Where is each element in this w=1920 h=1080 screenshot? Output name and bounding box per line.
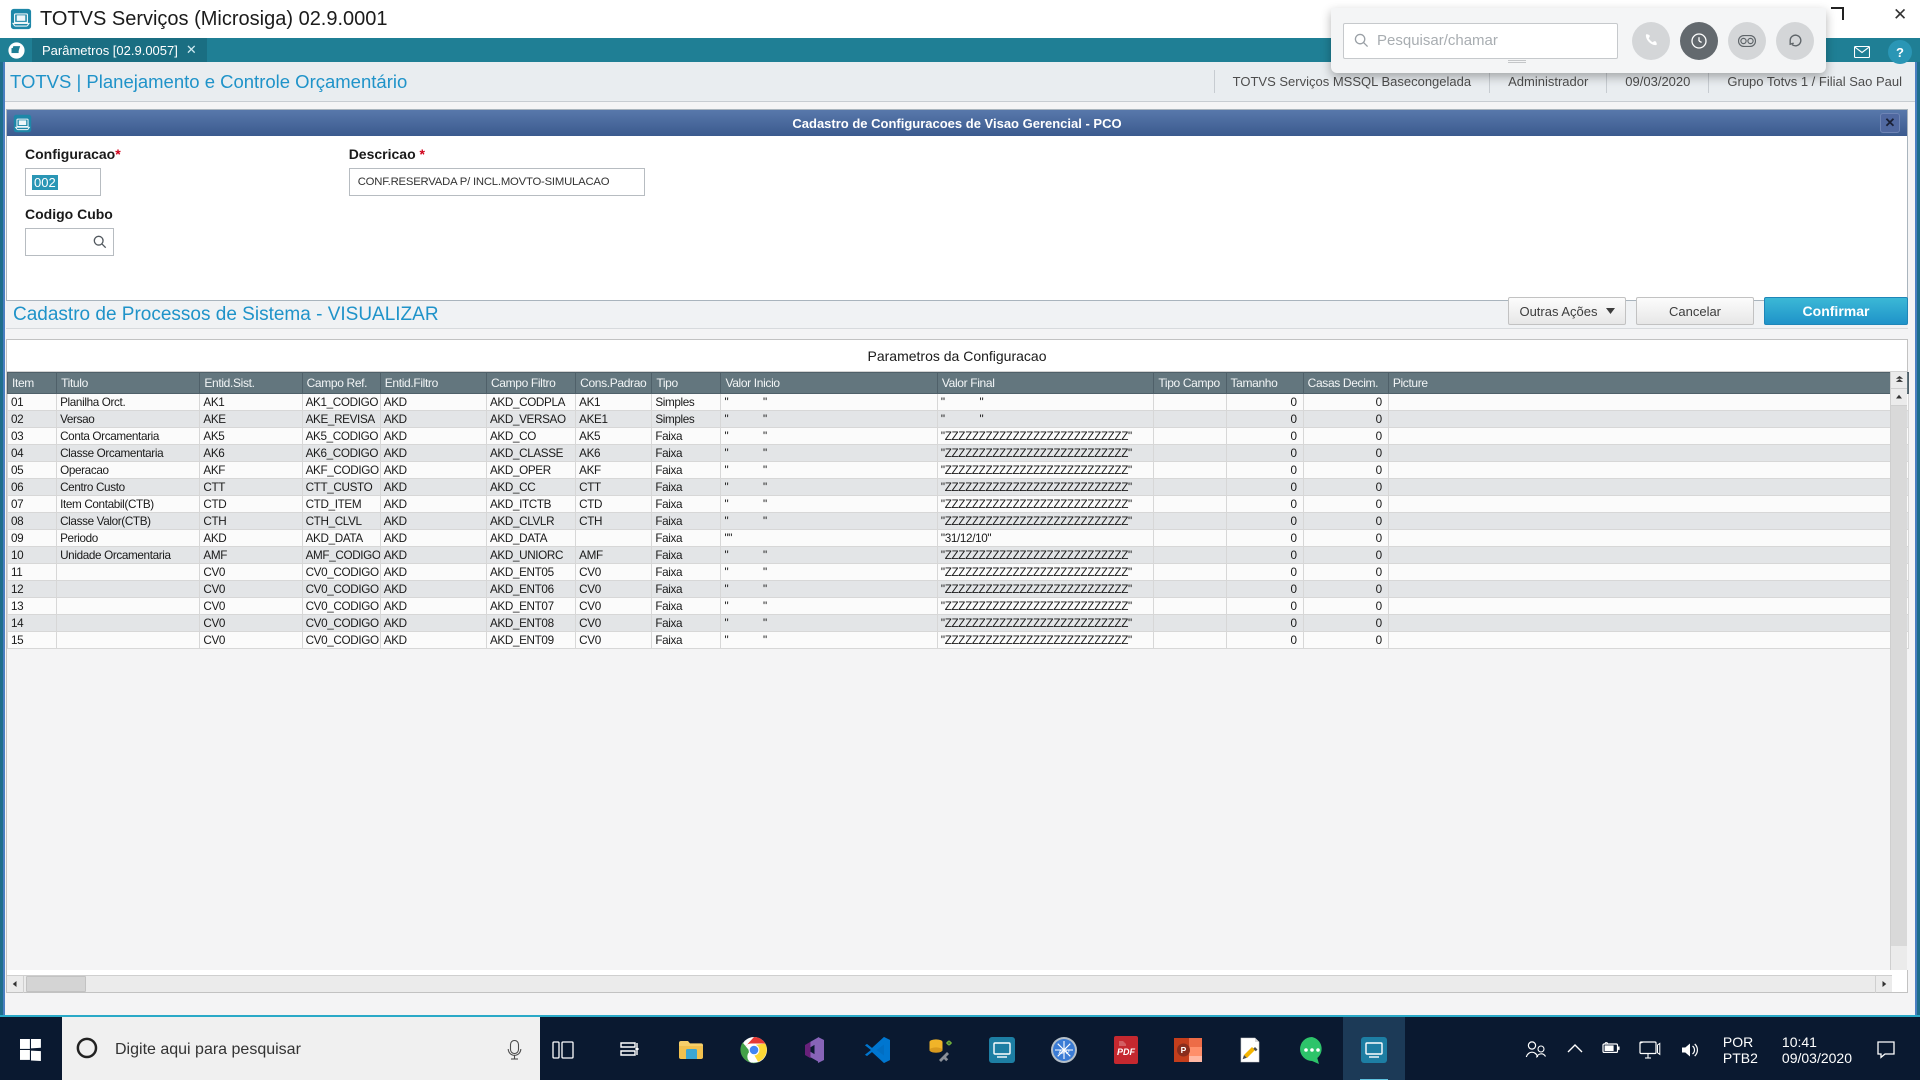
svg-text:PDF: PDF [1117,1047,1136,1057]
svg-text:P: P [1181,1045,1187,1055]
svg-text:APP: APP [1058,1050,1069,1056]
